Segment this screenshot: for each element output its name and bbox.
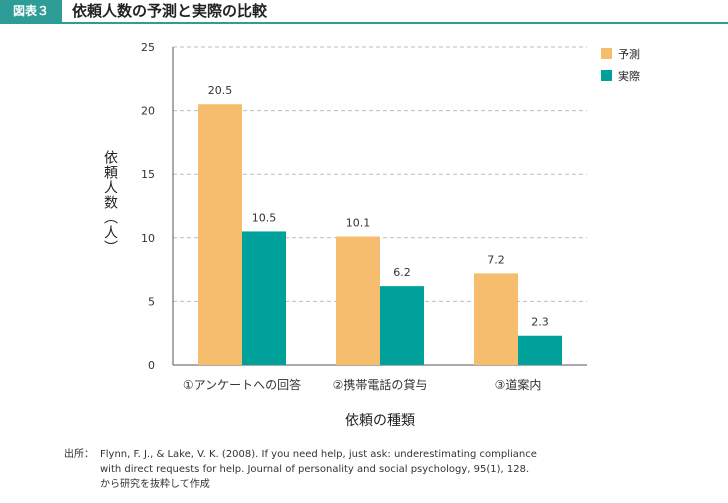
y-tick-label: 25 <box>141 41 155 54</box>
source-line: with direct requests for help. Journal o… <box>100 464 530 475</box>
x-tick-label: ③道案内 <box>495 377 542 392</box>
bar <box>474 273 518 365</box>
x-axis-label: 依頼の種類 <box>345 413 415 429</box>
source-text: Flynn, F. J., & Lake, V. K. (2008). If y… <box>100 447 700 492</box>
x-tick-label: ①アンケートへの回答 <box>183 377 301 392</box>
bar <box>198 104 242 366</box>
y-tick-label: 10 <box>141 232 155 245</box>
data-label: 7.2 <box>487 253 505 266</box>
data-label: 10.1 <box>346 217 371 230</box>
data-label: 10.5 <box>252 211 277 224</box>
y-tick-label: 20 <box>141 105 155 118</box>
figure-title: 依頼人数の予測と実際の比較 <box>72 2 268 20</box>
legend-label: 予測 <box>618 47 640 61</box>
x-tick-label: ②携帯電話の貸与 <box>333 377 428 392</box>
data-label: 6.2 <box>393 266 411 279</box>
figure-header: 図表３ 依頼人数の予測と実際の比較 <box>0 0 728 24</box>
data-label: 2.3 <box>531 316 549 329</box>
figure-number-badge: 図表３ <box>0 0 62 22</box>
bar <box>518 335 562 365</box>
source-line: から研究を抜粋して作成 <box>100 479 210 490</box>
y-tick-label: 5 <box>148 295 155 308</box>
legend-label: 実際 <box>618 69 640 83</box>
data-label: 20.5 <box>208 84 233 97</box>
source-line: Flynn, F. J., & Lake, V. K. (2008). If y… <box>100 449 537 460</box>
header-divider <box>0 22 728 24</box>
y-tick-label: 0 <box>148 359 155 372</box>
bar <box>380 286 424 365</box>
legend-swatch <box>601 48 612 59</box>
bar <box>242 231 286 365</box>
source-label: 出所： <box>64 449 94 460</box>
bar-chart: 0 5 10 15 20 25 20.5 10.5 ①アンケートへの回答 10.1 6.2 ②携帯電話… <box>141 41 640 429</box>
bar <box>336 236 380 365</box>
y-tick-label: 15 <box>141 168 155 181</box>
y-axis-label: 依頼人数（人） <box>102 150 118 255</box>
legend-swatch <box>601 70 612 81</box>
